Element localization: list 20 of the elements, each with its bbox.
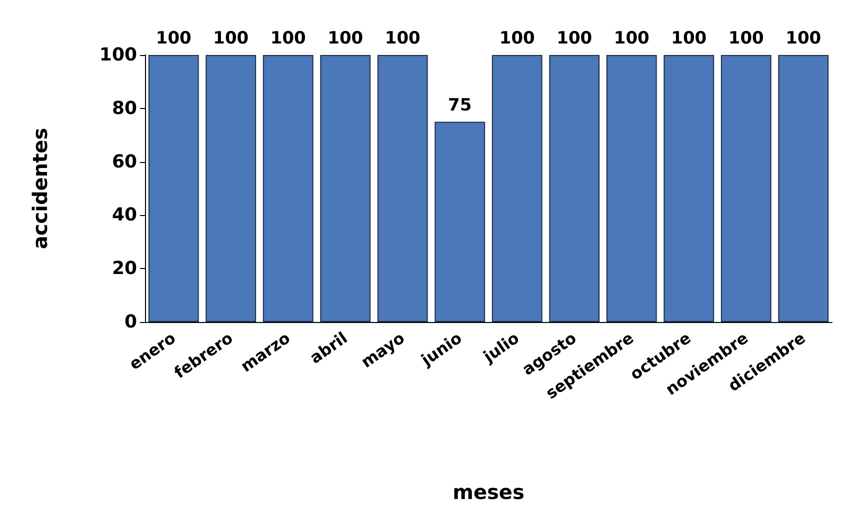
data-label: 100 bbox=[614, 28, 650, 48]
data-label: 100 bbox=[556, 28, 592, 48]
data-label: 100 bbox=[156, 28, 192, 48]
data-label: 100 bbox=[328, 28, 364, 48]
y-tick-label: 100 bbox=[99, 44, 137, 66]
y-tick-label: 80 bbox=[112, 98, 137, 119]
data-label: 100 bbox=[728, 28, 764, 48]
data-label: 75 bbox=[448, 95, 472, 116]
data-label: 100 bbox=[671, 28, 707, 48]
y-axis-title: accidentes bbox=[28, 128, 52, 250]
y-tick-label: 20 bbox=[112, 258, 137, 280]
data-label: 100 bbox=[786, 28, 822, 48]
y-tick-label: 40 bbox=[112, 204, 137, 226]
y-tick-label: 60 bbox=[112, 151, 137, 172]
data-label: 100 bbox=[270, 28, 306, 48]
y-tick-label: 0 bbox=[124, 312, 137, 332]
data-label: 100 bbox=[384, 28, 421, 48]
data-label: 100 bbox=[499, 28, 536, 48]
data-label: 100 bbox=[213, 28, 249, 48]
x-axis-title: meses bbox=[452, 480, 524, 504]
